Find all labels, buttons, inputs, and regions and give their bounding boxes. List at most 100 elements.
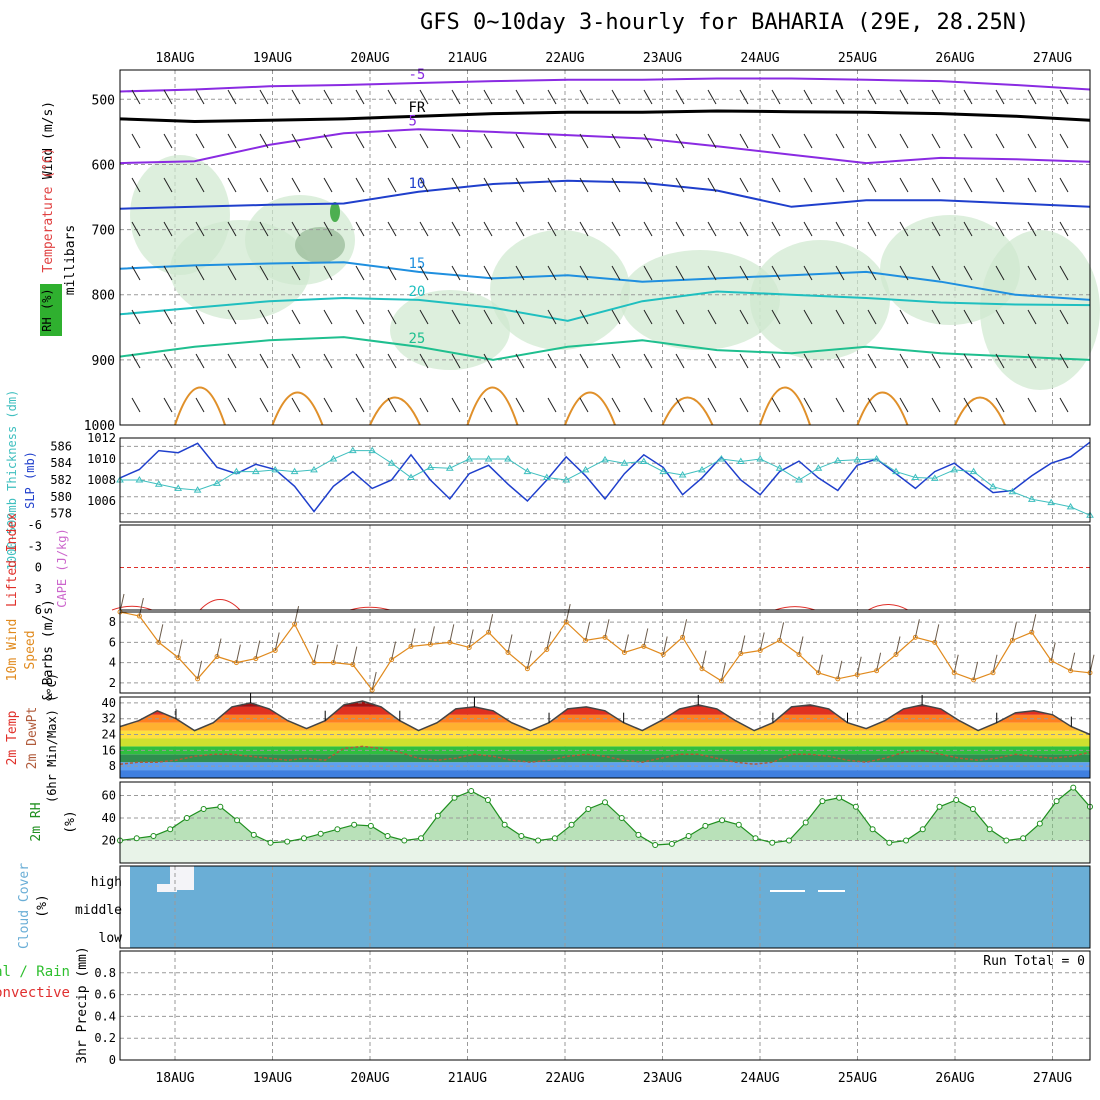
surface-wind-barb [546,631,552,650]
surface-wind-barb [798,636,804,655]
wind-barb [963,133,973,149]
rh-marker [936,803,943,810]
wind-barb [995,353,1005,369]
series-thickness [120,450,1091,516]
panel-frame-wind10m [119,611,1091,694]
wind-barb [835,177,845,193]
surface-wind-barb [1050,642,1056,661]
ytick-lifted-index: 6 [35,603,42,617]
wind-barb [675,221,685,237]
wind-barb [387,221,397,237]
surface-wind-barb [1011,622,1017,641]
wind-barb [515,353,525,369]
ytick-slp: 1010 [87,452,116,466]
wind-barb [291,89,301,105]
wind-barb [739,265,749,281]
wind-barb [739,89,749,105]
ytick-lifted-index: 3 [35,582,42,596]
date-label-bottom: 26AUG [935,1071,974,1086]
temp-band [120,770,1090,778]
ytick-slp: 1006 [87,494,116,508]
rh-shading [980,230,1100,390]
ylabel-precip: 3hr Precip (mm) [75,946,90,1063]
rh-marker [769,839,776,846]
rh-marker [434,812,441,819]
wind-barb [931,309,941,325]
ylabel-2m-rh: 2m RH [29,802,44,841]
wind-barb [483,309,493,325]
surface-wind-barb [274,632,280,651]
temperature-contour-20 [119,290,1091,322]
wind-barb [131,177,141,193]
ytick-temp: 40 [102,696,116,710]
wind-barb [995,309,1005,325]
wind-barb [963,89,973,105]
thickness-marker [717,455,726,462]
wind-barb [739,353,749,369]
wind-barb [1027,177,1037,193]
rh-low-band [120,840,1090,863]
series-dewpoint [119,745,1091,765]
wind-barb [643,89,653,105]
temperature-contour-15 [119,261,1091,301]
thickness-marker [814,464,823,471]
wind-barb [835,353,845,369]
rh-marker [752,835,759,842]
wind-barb [899,89,909,105]
wind-barb [355,89,365,105]
wind-barb [163,133,173,149]
temperature-contour-25 [119,336,1091,361]
wind-barb [963,397,973,413]
wind-barb [227,133,237,149]
ylabel-lifted-index: Lifted Index [5,513,20,607]
wind-barb [579,221,589,237]
wind-barb [547,133,557,149]
thickness-marker [736,457,745,465]
surface-wind-barb [682,619,688,638]
wind-barb [899,133,909,149]
wind-barb [1027,133,1037,149]
wind-barb [1059,265,1069,281]
rh-marker [969,806,976,812]
lifted-index-bump [774,606,816,611]
wind-barb [259,133,269,149]
wind-barb [227,89,237,105]
surface-wind-barb [604,619,610,638]
thickness-marker [756,455,765,462]
wind-barb [259,265,269,281]
surface-wind-barb [235,644,241,663]
wind-barb [163,265,173,281]
wind-barb [707,177,717,193]
thickness-marker [213,479,221,486]
wind-barb [515,265,525,281]
cloud-level-label: middle [75,903,122,918]
ytick-rh: 40 [102,811,116,825]
wind-barb [707,221,717,237]
wind-barb [291,133,301,149]
wind-barb [387,133,397,149]
surface-wind-barb [565,604,571,623]
thickness-marker [523,467,532,475]
rh-legend-swatch [40,284,62,336]
wind-barb [995,397,1005,413]
surface-wind-barb [720,662,726,681]
wind-barb [195,89,205,105]
wind-barb [419,133,429,149]
wind-barb [227,265,237,281]
wind-barb [419,397,429,413]
wind-barb [547,221,557,237]
temperature-contour-label: 25 [408,331,425,347]
wind-barb [259,353,269,369]
rh-marker [618,815,625,821]
rh-marker [702,822,709,829]
wind-barb [259,397,269,413]
panel-frame-precip [119,950,1091,1061]
surface-wind-barb [876,652,882,671]
wind-barb [419,89,429,105]
wind-barb [323,309,333,325]
wind-barb [163,89,173,105]
wind-barb [995,221,1005,237]
wind-barb [195,221,205,237]
thickness-marker [251,467,260,475]
wind-barb [803,133,813,149]
